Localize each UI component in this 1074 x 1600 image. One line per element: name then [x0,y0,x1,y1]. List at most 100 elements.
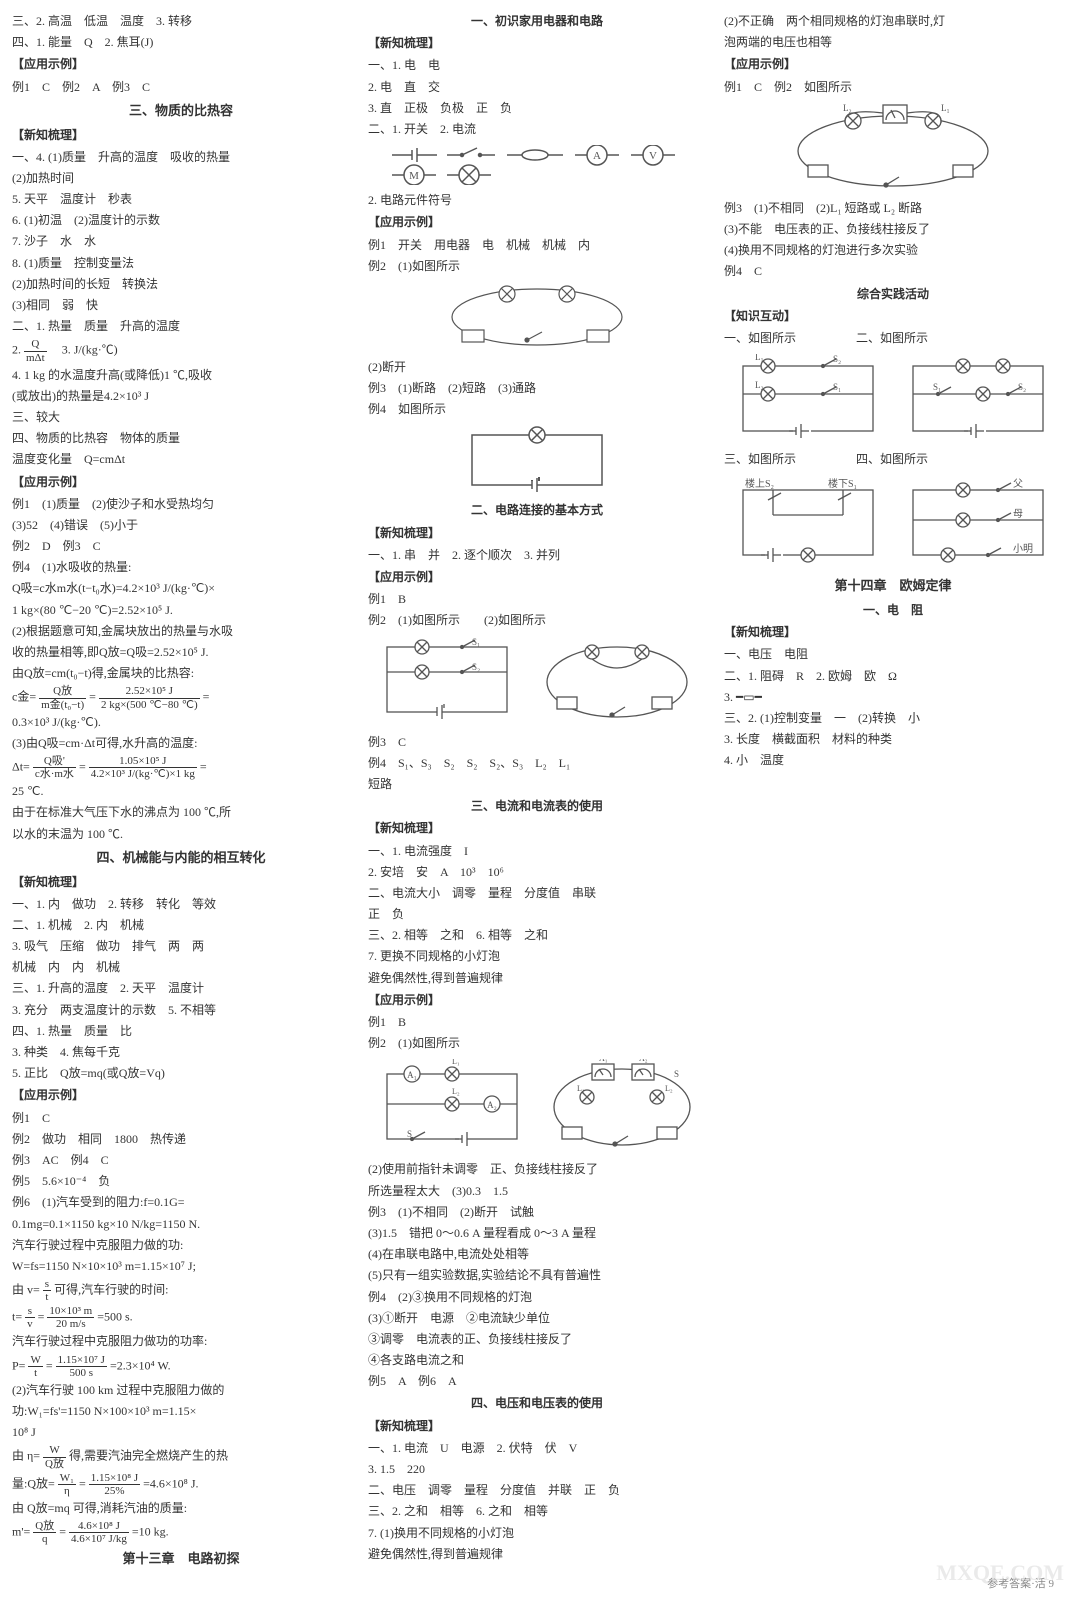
sub-title: 综合实践活动 [724,285,1062,304]
svg-text:楼下S₁: 楼下S₁ [828,477,857,490]
text-line: (3)不能 电压表的正、负接线柱接反了 [724,220,1062,239]
svg-text:S₂: S₂ [1018,382,1026,392]
text-line: (2)断开 [368,358,706,377]
text-line: 例1 C [12,1109,350,1128]
text-line: 例3 (1)不相同 (2)L₁ 短路或 L₂ 断路 [724,199,1062,218]
text-line: 7. 沙子 水 水 [12,232,350,251]
text-line: 泡两端的电压也相等 [724,33,1062,52]
text-line: 3. ━▭━ [724,688,1062,707]
text-line: 例2 (1)如图所示 [368,1034,706,1053]
text-line: 7. 更换不同规格的小灯泡 [368,947,706,966]
text-line: 3. 吸气 压缩 做功 排气 两 两 [12,937,350,956]
formula-line: m'= Q放q = 4.6×10⁸ J4.6×10⁷ J/kg =10 kg. [12,1520,350,1545]
section-title: 四、机械能与内能的相互转化 [12,848,350,869]
text-line: 四、1. 能量 Q 2. 焦耳(J) [12,33,350,52]
text-line: 例2 (1)如图所示 (2)如图所示 [368,611,706,630]
text-line: 一、1. 电 电 [368,56,706,75]
svg-text:A₁: A₁ [599,1059,608,1063]
text-line: 例1 B [368,1013,706,1032]
svg-text:L₁: L₁ [755,354,764,362]
sub-title: 一、初识家用电器和电路 [368,12,706,31]
text-line: 例2 (1)如图所示 [368,257,706,276]
text-line: 一、如图所示 二、如图所示 [724,329,1062,348]
text-line: 例1 C 例2 A 例3 C [12,78,350,97]
text-line: 例1 B [368,590,706,609]
watermark: MXQE.COM [936,1555,1064,1590]
text-line: 7. (1)换用不同规格的小灯泡 [368,1524,706,1543]
bracket-heading: 【应用示例】 [368,991,706,1010]
text-line: 三、如图所示 四、如图所示 [724,450,1062,469]
two-switch-circuits-icon: L₁ L₂ S₂ S₁ S₁ S₂ [733,354,1053,444]
bracket-heading: 【新知梳理】 [368,1417,706,1436]
text-line: 3. 长度 横截面积 材料的种类 [724,730,1062,749]
text-line: 例3 (1)断路 (2)短路 (3)通路 [368,379,706,398]
formula-line: Δt= Q吸'c水·m水 = 1.05×10⁵ J4.2×10³ J/(kg·℃… [12,755,350,780]
bracket-heading: 【新知梳理】 [368,524,706,543]
simple-lamp-circuit-icon [457,425,617,495]
bracket-heading: 【应用示例】 [12,1086,350,1105]
formula-line: 量:Q放= W₁η = 1.15×10⁸ J25% =4.6×10⁸ J. [12,1472,350,1497]
formula-line: 由 η= WQ放 得,需要汽油完全燃烧产生的热 [12,1444,350,1469]
bracket-heading: 【应用示例】 [368,213,706,232]
text-line: 收的热量相等,即Q放=Q吸=2.52×10⁵ J. [12,643,350,662]
text-line: ③调零 电流表的正、负接线柱接反了 [368,1330,706,1349]
svg-text:L₁: L₁ [941,103,950,113]
text-line: (2)汽车行驶 100 km 过程中克服阻力做的 [12,1381,350,1400]
breadboard-circuit-icon [437,282,637,352]
svg-text:A₂: A₂ [487,1100,497,1110]
svg-text:S₂: S₂ [833,354,841,364]
text-line: 四、物质的比热容 物体的质量 [12,429,350,448]
svg-text:楼上S₂: 楼上S₂ [745,477,774,490]
text-line: 例3 C [368,733,706,752]
parallel-circuits-icon: S₁ S₂ [377,637,697,727]
svg-text:L₂: L₂ [452,1087,460,1096]
text-line: 例4 C [724,262,1062,281]
text-line: 机械 内 内 机械 [12,958,350,977]
text-line: 5. 天平 温度计 秒表 [12,190,350,209]
text-line: 0.1mg=0.1×1150 kg×10 N/kg=1150 N. [12,1215,350,1234]
text-line: 1 kg×(80 ℃−20 ℃)=2.52×10⁵ J. [12,601,350,620]
text-line: 例3 (1)不相同 (2)断开 试触 [368,1203,706,1222]
bracket-heading: 【应用示例】 [12,55,350,74]
svg-text:L₂: L₂ [665,1084,673,1093]
section-title: 第十四章 欧姆定律 [724,576,1062,597]
text-line: 避免偶然性,得到普遍规律 [368,1545,706,1564]
text-line: (5)只有一组实验数据,实验结论不具有普遍性 [368,1266,706,1285]
text-line: 2. 安培 安 A 10³ 10⁶ [368,863,706,882]
svg-text:V: V [890,103,896,105]
text-line: 三、2. 高温 低温 温度 3. 转移 [12,12,350,31]
formula-line: P= Wt = 1.15×10⁷ J500 s =2.3×10⁴ W. [12,1354,350,1379]
text-line: 例1 (1)质量 (2)使沙子和水受热均匀 [12,495,350,514]
text-line: 汽车行驶过程中克服阻力做功的功率: [12,1332,350,1351]
text-line: 二、电流大小 调零 量程 分度值 串联 [368,884,706,903]
text-line: 一、4. (1)质量 升高的温度 吸收的热量 [12,148,350,167]
ammeter-circuits-icon: A₁ L₁ L₂ A₂ S L₁ L₂ S A₁A₂ [377,1059,697,1154]
sub-title: 三、电流和电流表的使用 [368,797,706,816]
svg-text:S₁: S₁ [472,637,480,647]
text-line: 功:W₁=fs'=1150 N×100×10³ m=1.15× [12,1402,350,1421]
svg-text:A₂: A₂ [639,1059,648,1063]
text-line: 二、电压 调零 量程 分度值 并联 正 负 [368,1481,706,1500]
text-line: 短路 [368,775,706,794]
svg-text:小明: 小明 [1013,543,1033,555]
text-line: Q吸=c水m水(t−t₀水)=4.2×10³ J/(kg·℃)× [12,579,350,598]
text-line: 2. 电 直 交 [368,78,706,97]
text-line: 例6 (1)汽车受到的阻力:f=0.1G= [12,1193,350,1212]
bracket-heading: 【新知梳理】 [12,873,350,892]
text-line: 2. 电路元件符号 [368,191,706,210]
text-line: (3)①断开 电源 ②电流缺少单位 [368,1309,706,1328]
text-line: 6. (1)初温 (2)温度计的示数 [12,211,350,230]
text-line: 例5 5.6×10⁻⁴ 负 [12,1172,350,1191]
text-line: W=fs=1150 N×10×10³ m=1.15×10⁷ J; [12,1257,350,1276]
sub-title: 一、电 阻 [724,601,1062,620]
section-title: 第十三章 电路初探 [12,1549,350,1570]
text-line: (4)换用不同规格的灯泡进行多次实验 [724,241,1062,260]
sub-title: 四、电压和电压表的使用 [368,1394,706,1413]
bracket-heading: 【新知梳理】 [12,126,350,145]
stair-circuits-icon: 楼上S₂楼下S₁ 父 母 小明 [733,475,1053,570]
text-line: (2)不正确 两个相同规格的灯泡串联时,灯 [724,12,1062,31]
text-line: (3)52 (4)错误 (5)小于 [12,516,350,535]
text-line: 一、1. 电流 U 电源 2. 伏特 伏 V [368,1439,706,1458]
text-line: 二、1. 开关 2. 电流 [368,120,706,139]
svg-text:L₂: L₂ [843,103,852,113]
